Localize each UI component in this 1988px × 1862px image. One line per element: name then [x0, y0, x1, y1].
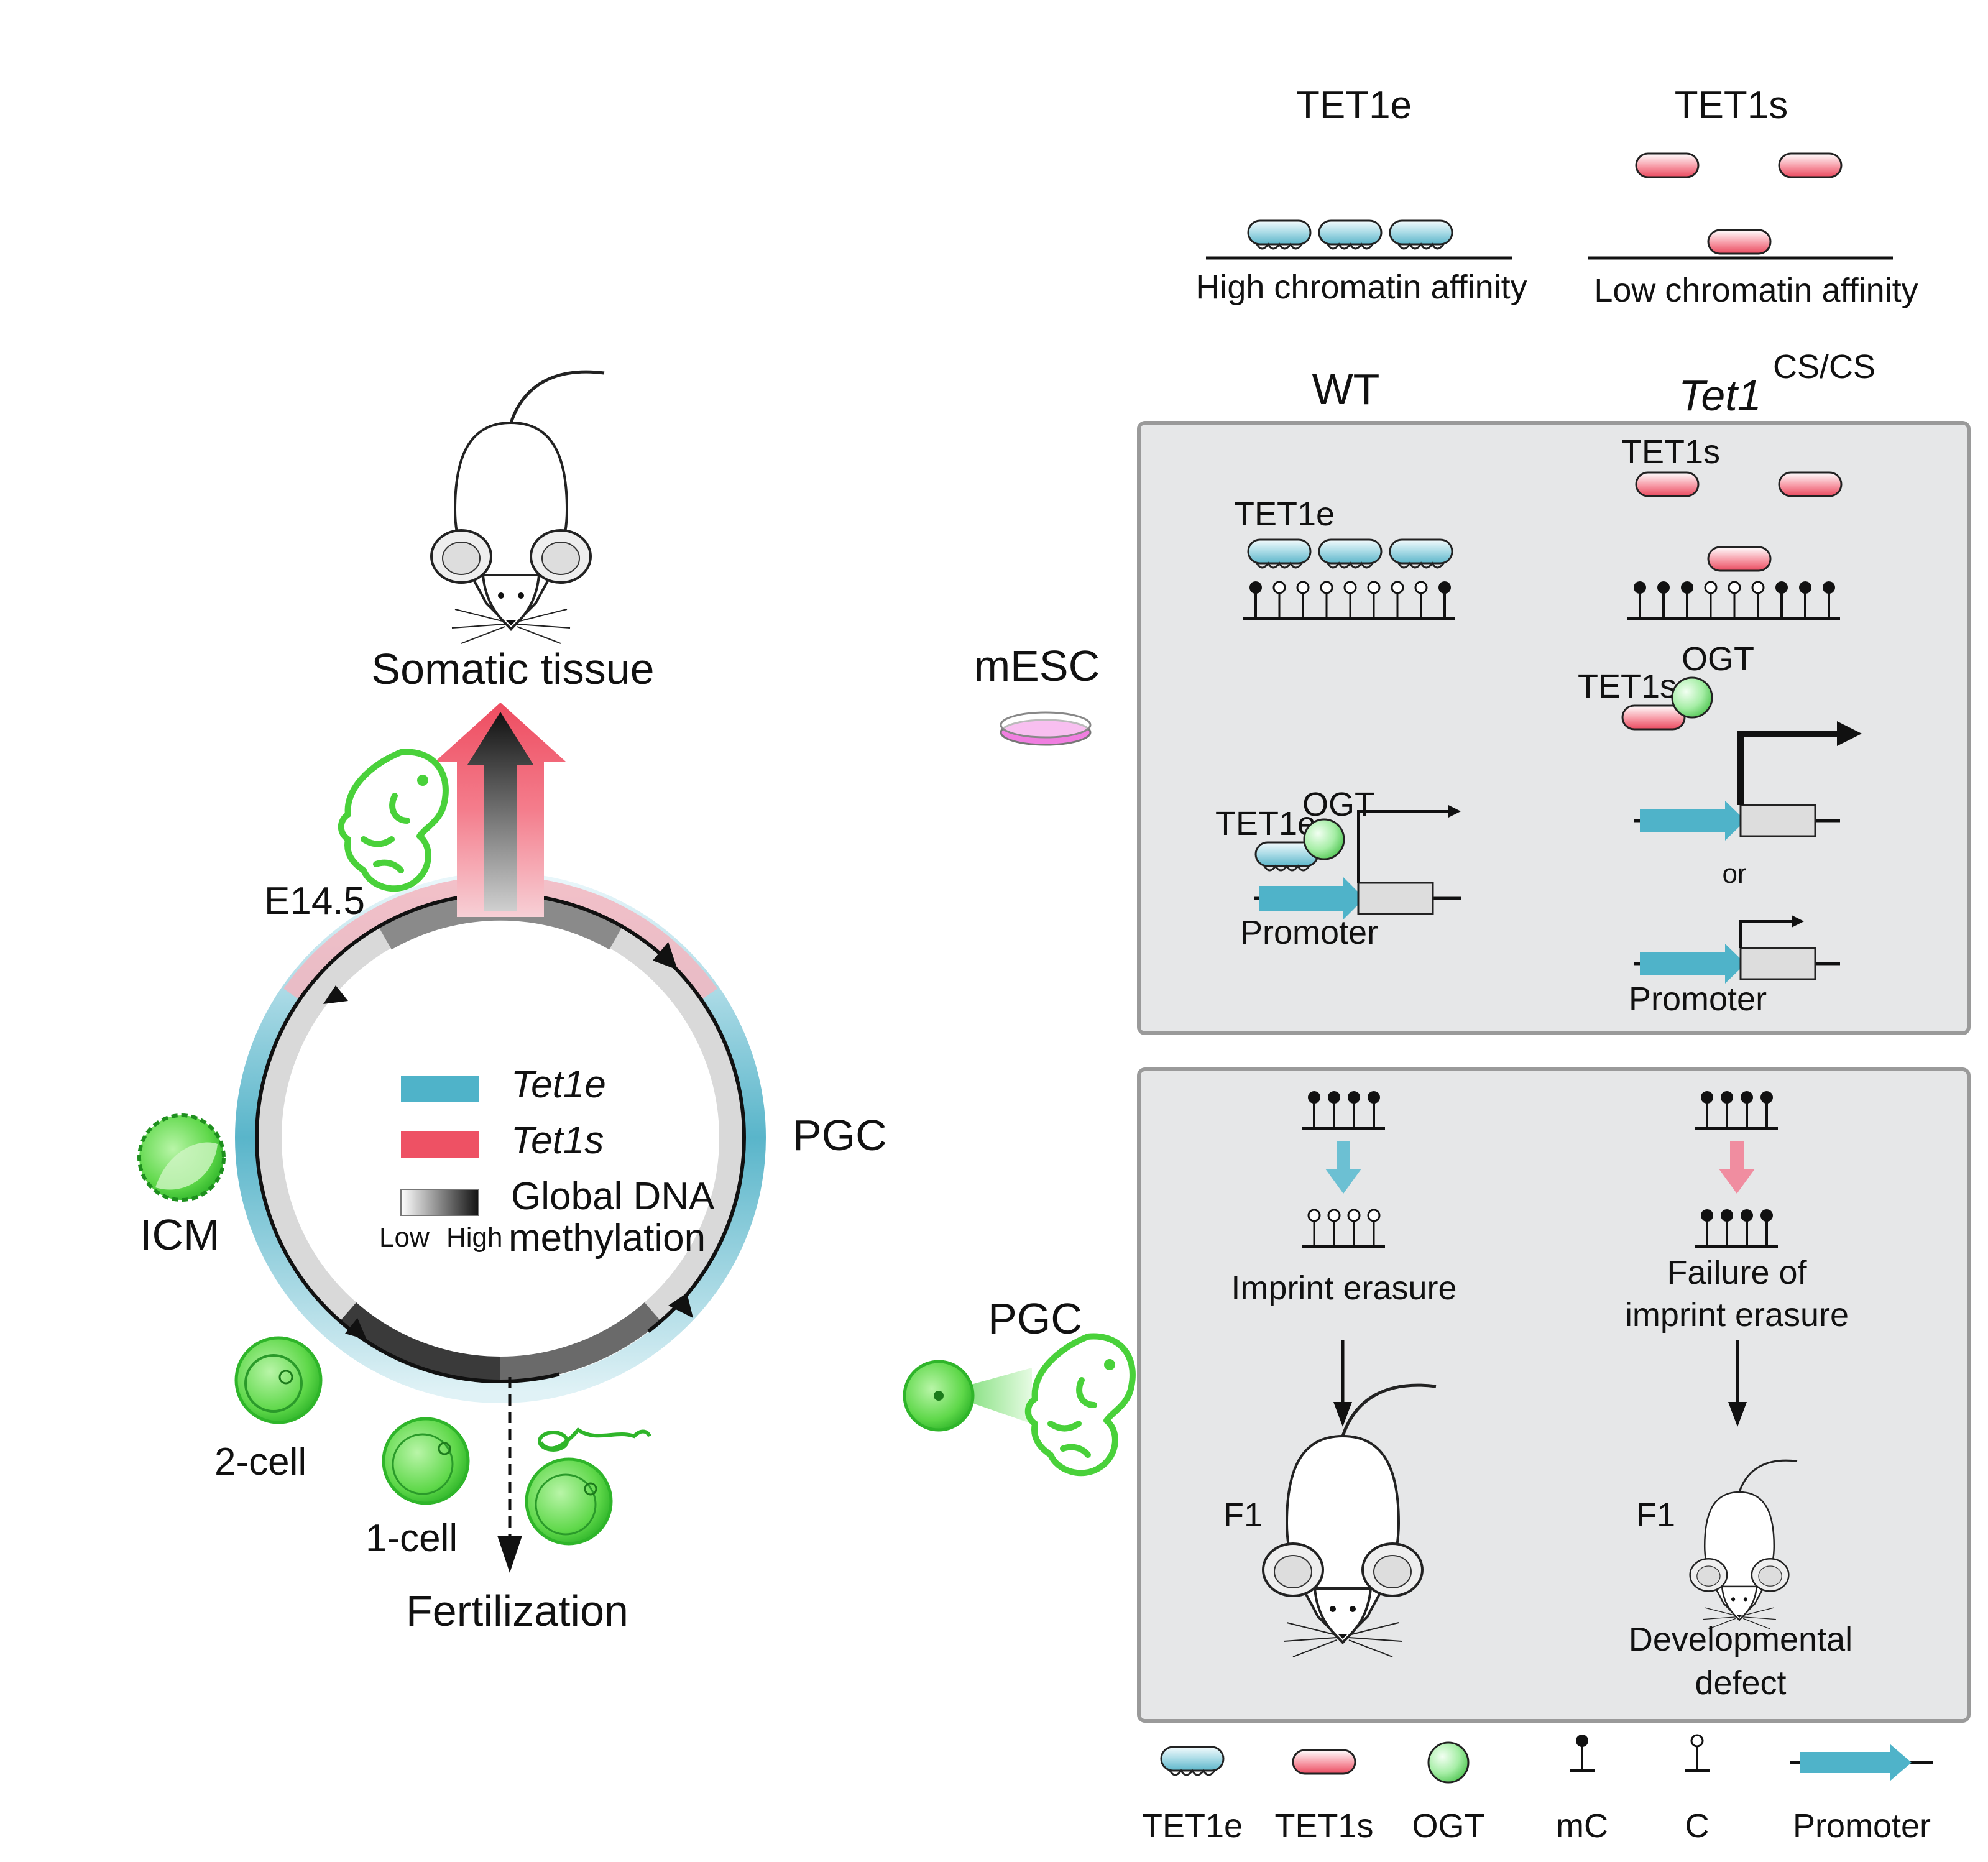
mesc-wt-protein2-label: TET1e	[1215, 805, 1316, 842]
pgc-row-label: PGC	[988, 1294, 1082, 1343]
one-cell-label: 1-cell	[366, 1517, 458, 1560]
petri-dish-icon	[1000, 711, 1092, 746]
mesc-mut-promoter-label: Promoter	[1629, 980, 1767, 1018]
legend-methylation-swatch	[400, 1189, 479, 1216]
pgc-mut-result-line1: Failure of	[1667, 1254, 1807, 1291]
key-ogt-label: OGT	[1412, 1807, 1485, 1845]
key-c-label: C	[1685, 1807, 1710, 1845]
pgc-mut-arrow	[1719, 1141, 1755, 1194]
zygote-icon	[525, 1457, 613, 1546]
pgc-cell-icon	[903, 1337, 1133, 1473]
pgc-mut-outcome-line2: defect	[1695, 1664, 1786, 1702]
mouse-icon	[431, 372, 604, 643]
key-tet1s-icon	[1292, 1749, 1356, 1775]
key-tet1s-label: TET1s	[1274, 1807, 1373, 1845]
legend-methylation-line2: methylation	[509, 1217, 706, 1260]
mesc-wt-ogt-label: OGT	[1302, 786, 1375, 823]
tet1e-title: TET1e	[1296, 84, 1412, 127]
low-affinity-label: Low chromatin affinity	[1594, 272, 1918, 309]
tet1s-title: TET1s	[1675, 84, 1788, 127]
mesc-mut-protein-label: TET1s	[1621, 433, 1720, 471]
key-promoter-icon	[1800, 1744, 1912, 1781]
mesc-panel: TET1e TET1e OGT Promoter TET1s	[1137, 421, 1971, 1035]
mesc-wt-gene	[1357, 882, 1434, 915]
fertilization-arrow	[497, 1536, 522, 1573]
legend-low-label: Low	[379, 1222, 430, 1253]
key-promoter-label: Promoter	[1793, 1807, 1931, 1845]
methylation-ring	[257, 894, 744, 1381]
two-cell-icon	[234, 1336, 323, 1424]
icm-cell-icon	[137, 1113, 226, 1202]
mesc-mut-protein2-label: TET1s	[1578, 668, 1677, 705]
mutant-column-superscript: CS/CS	[1773, 348, 1875, 385]
high-affinity-label: High chromatin affinity	[1195, 269, 1527, 306]
cycle-pgc-label: PGC	[793, 1111, 887, 1159]
mesc-wt-promoter-label: Promoter	[1240, 914, 1378, 951]
mesc-mut-or-label: or	[1722, 859, 1746, 889]
one-cell-icon	[382, 1417, 470, 1505]
mesc-row-label: mESC	[974, 642, 1100, 690]
mesc-wt-protein-label: TET1e	[1234, 495, 1335, 533]
pgc-mut-outcome-line1: Developmental	[1629, 1621, 1852, 1658]
key-mc-icon	[1575, 1733, 1590, 1772]
pgc-wt-demethylation-arrow	[1325, 1141, 1361, 1194]
mutant-column-header: Tet1	[1678, 371, 1762, 420]
pgc-panel: Imprint erasure F1 Failure of imprint er…	[1137, 1067, 1971, 1723]
pgc-mut-result-line2: imprint erasure	[1625, 1296, 1849, 1334]
mesc-mut-cpg-sites	[1632, 580, 1836, 619]
legend-tet1s-swatch	[401, 1131, 479, 1158]
key-legend: TET1e TET1s OGT mC C Promoter	[1142, 1733, 1933, 1845]
pgc-wt-result-label: Imprint erasure	[1231, 1270, 1456, 1307]
affinity-section: TET1e TET1s High chromatin affinity Low …	[1195, 84, 1918, 309]
mesc-mut-promoter-arrow-strong	[1640, 801, 1746, 841]
pgc-wt-f1-label: F1	[1223, 1496, 1263, 1534]
wt-column-header: WT	[1312, 365, 1380, 413]
legend-methylation-line1: Global DNA	[511, 1175, 715, 1218]
embryo-icon	[341, 752, 446, 889]
icm-label: ICM	[140, 1210, 219, 1259]
fertilization-label: Fertilization	[406, 1587, 628, 1635]
key-tet1e-icon	[1160, 1746, 1225, 1776]
two-cell-label: 2-cell	[214, 1440, 306, 1483]
pgc-mut-f1-label: F1	[1636, 1496, 1675, 1534]
somatic-tissue-label: Somatic tissue	[371, 645, 654, 693]
key-mc-label: mC	[1556, 1807, 1608, 1845]
sperm-icon	[538, 1427, 651, 1452]
legend-high-label: High	[446, 1222, 503, 1253]
mesc-wt-promoter-arrow	[1259, 877, 1364, 920]
key-tet1e-label: TET1e	[1142, 1807, 1243, 1845]
legend-tet1e-swatch	[401, 1076, 479, 1102]
legend-tet1e-label: Tet1e	[511, 1063, 606, 1106]
legend-tet1s-label: Tet1s	[511, 1119, 604, 1162]
key-c-icon	[1690, 1734, 1704, 1772]
mesc-mut-ogt-label: OGT	[1682, 640, 1754, 678]
key-ogt-icon	[1427, 1741, 1470, 1784]
developmental-cycle: Tet1e Tet1s Global DNA methylation Low H…	[137, 372, 887, 1635]
e145-label: E14.5	[264, 880, 365, 923]
mesc-mut-promoter-arrow-weak	[1640, 944, 1746, 984]
mesc-wt-cpg-sites	[1248, 580, 1452, 619]
